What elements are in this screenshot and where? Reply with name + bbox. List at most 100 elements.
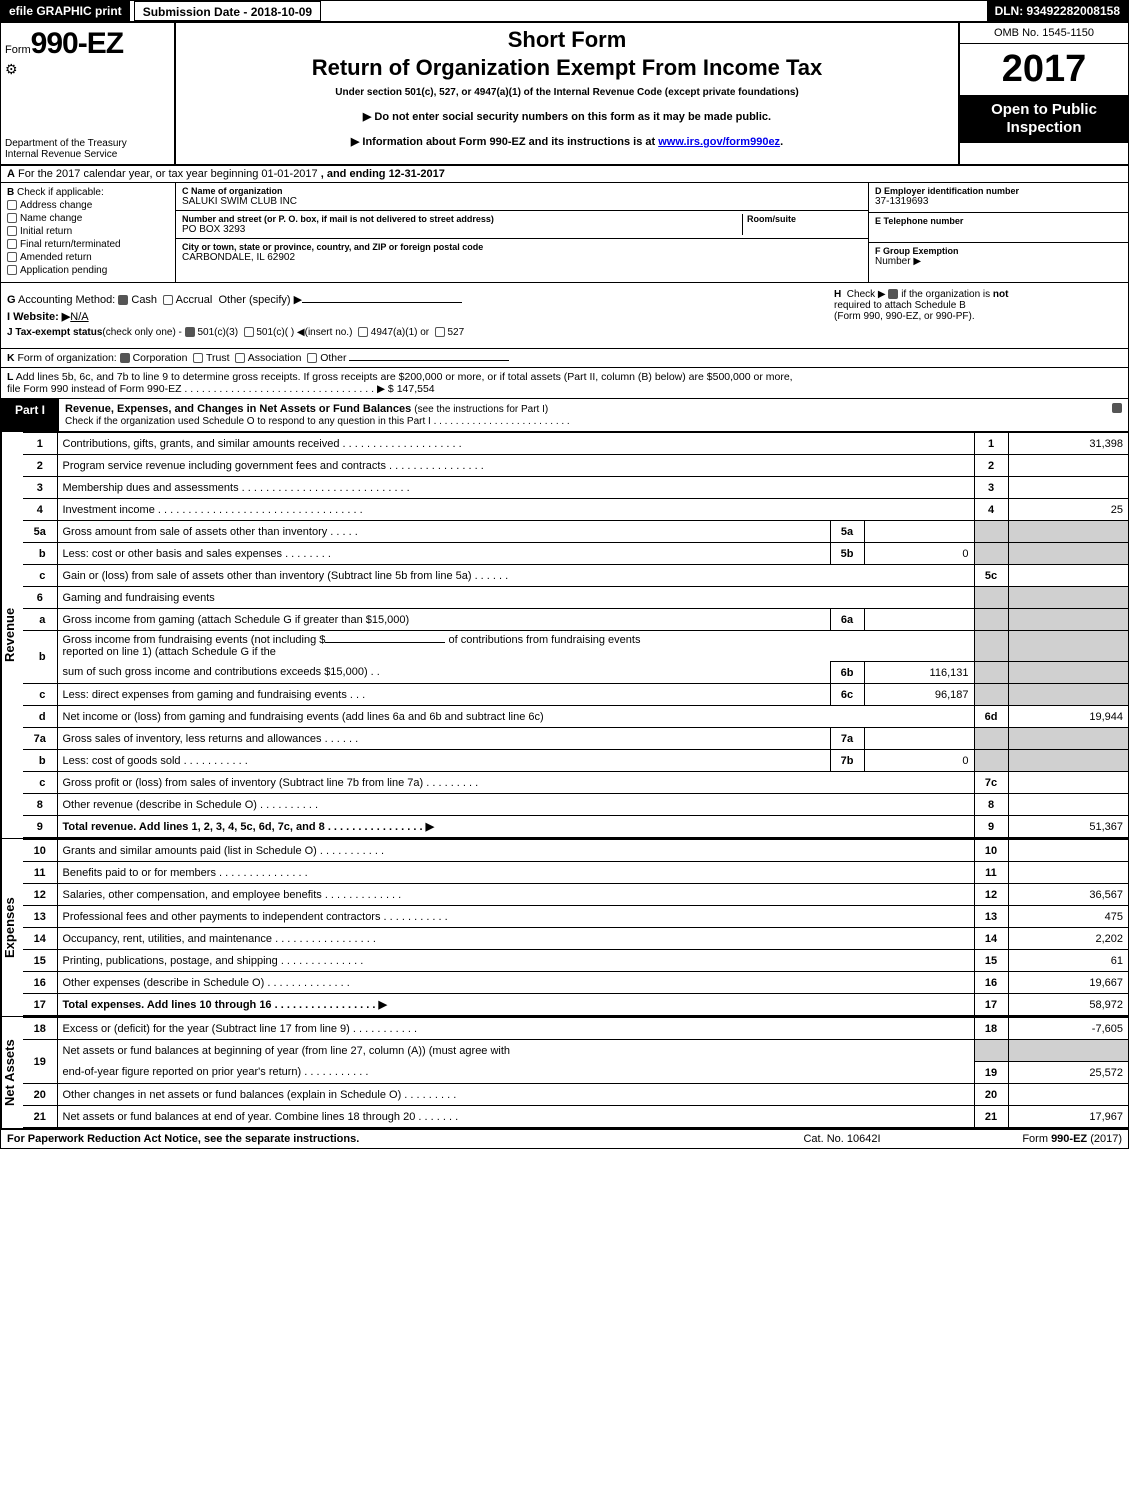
corporation-radio[interactable] (120, 353, 130, 363)
line-6-num: 6 (23, 587, 57, 609)
line-9-num: 9 (23, 816, 57, 838)
line-6b-d2: of contributions from fundraising events (448, 634, 640, 646)
line-9-value: 51,367 (1008, 816, 1128, 838)
line-17-boxnum: 17 (974, 994, 1008, 1016)
501c-radio[interactable] (244, 327, 254, 337)
amended-return-checkbox[interactable] (7, 252, 17, 262)
efile-print-button[interactable]: efile GRAPHIC print (1, 1, 130, 21)
form-no-text: 990-EZ (31, 27, 123, 60)
footer-left: For Paperwork Reduction Act Notice, see … (7, 1133, 742, 1145)
g-lead: G (7, 294, 16, 306)
association-radio[interactable] (235, 353, 245, 363)
line-15: 15 Printing, publications, postage, and … (23, 950, 1128, 972)
initial-return-checkbox[interactable] (7, 226, 17, 236)
line-19-bottom: end-of-year figure reported on prior yea… (23, 1062, 1128, 1084)
line-8-num: 8 (23, 794, 57, 816)
line-2: 2 Program service revenue including gove… (23, 455, 1128, 477)
line-7a: 7a Gross sales of inventory, less return… (23, 728, 1128, 750)
line-2-num: 2 (23, 455, 57, 477)
line-13-num: 13 (23, 906, 57, 928)
line-18-num: 18 (23, 1018, 57, 1040)
row-ghij: G Accounting Method: Cash Accrual Other … (1, 283, 1128, 349)
line-6b-blank[interactable] (325, 642, 445, 643)
submission-date: Submission Date - 2018-10-09 (134, 1, 321, 21)
line-6c-num: c (23, 684, 57, 706)
line-6c-innum: 6c (830, 684, 864, 706)
line-16: 16 Other expenses (describe in Schedule … (23, 972, 1128, 994)
row-a-lead: A (7, 168, 15, 180)
line-8-desc: Other revenue (describe in Schedule O) .… (57, 794, 974, 816)
line-6b-d3: reported on line 1) (attach Schedule G i… (63, 646, 276, 658)
other-specify-input[interactable] (302, 302, 462, 303)
line-12-num: 12 (23, 884, 57, 906)
group-exemption-number-label: Number ▶ (875, 256, 1122, 267)
address-change-label: Address change (20, 200, 92, 211)
line-1-value: 31,398 (1008, 433, 1128, 455)
line-13: 13 Professional fees and other payments … (23, 906, 1128, 928)
line-7b-inval: 0 (864, 750, 974, 772)
line-19-value: 25,572 (1008, 1062, 1128, 1084)
4947-radio[interactable] (358, 327, 368, 337)
line-13-boxnum: 13 (974, 906, 1008, 928)
line-18-boxnum: 18 (974, 1018, 1008, 1040)
line-6d-value: 19,944 (1008, 706, 1128, 728)
line-6b-d1: Gross income from fundraising events (no… (63, 634, 326, 646)
schedule-b-checkbox[interactable] (888, 289, 898, 299)
expenses-section: Expenses 10 Grants and similar amounts p… (1, 839, 1128, 1017)
final-return-checkbox[interactable] (7, 239, 17, 249)
line-5c-boxnum: 5c (974, 565, 1008, 587)
527-radio[interactable] (435, 327, 445, 337)
application-pending-label: Application pending (20, 265, 107, 276)
trust-radio[interactable] (193, 353, 203, 363)
line-18-value: -7,605 (1008, 1018, 1128, 1040)
line-12-boxnum: 12 (974, 884, 1008, 906)
line-3-num: 3 (23, 477, 57, 499)
line-7b-shade1 (974, 750, 1008, 772)
line-1: 1 Contributions, gifts, grants, and simi… (23, 433, 1128, 455)
part-1-schedule-o-check (1106, 399, 1128, 431)
accrual-label: Accrual (176, 294, 213, 306)
line-9-desc: Total revenue. Add lines 1, 2, 3, 4, 5c,… (57, 816, 974, 838)
form-title: Return of Organization Exempt From Incom… (182, 55, 952, 81)
line-19-shade2 (1008, 1040, 1128, 1062)
line-4-num: 4 (23, 499, 57, 521)
l-lead: L (7, 371, 13, 383)
footer-right-post: (2017) (1087, 1133, 1122, 1145)
row-k: K Form of organization: Corporation Trus… (1, 349, 1128, 368)
instructions-link[interactable]: www.irs.gov/form990ez (658, 136, 780, 148)
address-change-checkbox[interactable] (7, 200, 17, 210)
line-11-num: 11 (23, 862, 57, 884)
accrual-radio[interactable] (163, 295, 173, 305)
line-5b-shade2 (1008, 543, 1128, 565)
other-org-input[interactable] (349, 360, 509, 361)
accounting-method-label: Accounting Method: (18, 294, 115, 306)
line-5c: c Gain or (loss) from sale of assets oth… (23, 565, 1128, 587)
line-7b-num: b (23, 750, 57, 772)
line-19-boxnum: 19 (974, 1062, 1008, 1084)
website-value: N/A (70, 311, 88, 323)
501c3-radio[interactable] (185, 327, 195, 337)
line-19-desc: Net assets or fund balances at beginning… (57, 1040, 974, 1062)
j-lead: J Tax-exempt status (7, 327, 102, 338)
org-name-label: C Name of organization (182, 186, 862, 196)
line-20-value (1008, 1084, 1128, 1106)
application-pending-checkbox[interactable] (7, 265, 17, 275)
501c-label: 501(c)( ) ◀(insert no.) (256, 327, 352, 338)
other-org-radio[interactable] (307, 353, 317, 363)
h-text1: Check ▶ (847, 289, 886, 300)
line-13-value: 475 (1008, 906, 1128, 928)
name-change-checkbox[interactable] (7, 213, 17, 223)
line-20-desc: Other changes in net assets or fund bala… (57, 1084, 974, 1106)
line-6b-top: b Gross income from fundraising events (… (23, 631, 1128, 662)
line-15-num: 15 (23, 950, 57, 972)
column-c: C Name of organization SALUKI SWIM CLUB … (176, 183, 868, 282)
line-7c-value (1008, 772, 1128, 794)
line-17-value: 58,972 (1008, 994, 1128, 1016)
cash-radio[interactable] (118, 295, 128, 305)
group-exemption-label: F Group Exemption (875, 246, 1122, 256)
gh-left: G Accounting Method: Cash Accrual Other … (1, 283, 828, 348)
footer-right-b: 990-EZ (1051, 1133, 1087, 1145)
telephone-label: E Telephone number (875, 216, 1122, 226)
schedule-o-checkbox[interactable] (1112, 403, 1122, 413)
line-14-boxnum: 14 (974, 928, 1008, 950)
